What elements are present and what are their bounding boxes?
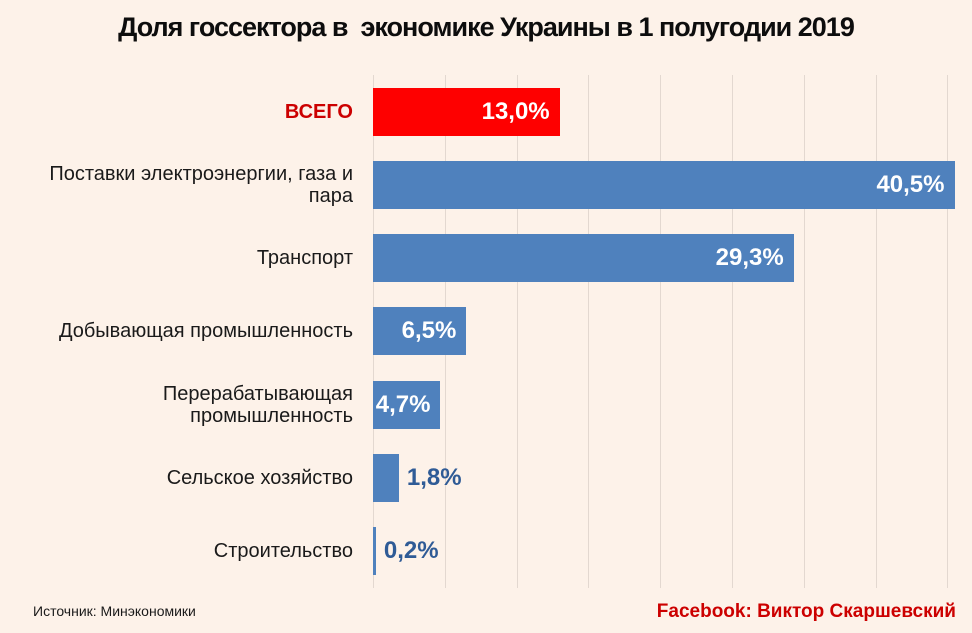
chart-row: Поставки электроэнергии, газа и пара 40,5… [0,148,972,221]
category-label: Транспорт [256,247,353,270]
category-label: ВСЕГО [284,100,353,123]
value-label: 6,5% [401,317,457,345]
chart-row: Сельское хозяйство 1,8% [0,441,972,514]
chart-row: Добывающая промышленность 6,5% [0,295,972,368]
credit-note: Facebook: Виктор Скаршевский [656,601,956,622]
bar: 40,5% [373,160,955,209]
bar [373,454,399,503]
category-label: Строительство [213,540,353,563]
chart-row: Перерабатывающая промышленность 4,7% [0,368,972,441]
chart-rows: ВСЕГО 13,0% Поставки электроэнергии, газа … [0,75,972,588]
chart-title: Доля госсектора в экономике Украины в 1 … [118,12,855,42]
chart-row: Транспорт 29,3% [0,222,972,295]
chart-row: ВСЕГО 13,0% [0,75,972,148]
value-label: 4,7% [375,390,431,418]
value-label: 0,2% [383,537,439,565]
value-label: 1,8% [406,464,462,492]
bar-track: 29,3% [373,222,966,295]
category-label: Добывающая промышленность [58,320,353,343]
category-label: Перерабатывающая промышленность [162,382,353,427]
chart-row: Строительство 0,2% [0,515,972,588]
bar: 4,7% [373,380,441,429]
bar: 29,3% [373,234,794,283]
bar-track: 0,2% [373,515,966,588]
bar-track: 40,5% [373,148,966,221]
value-label: 13,0% [481,97,550,125]
source-note: Источник: Минэкономики [33,603,196,619]
bar-track: 6,5% [373,295,966,368]
category-label: Поставки электроэнергии, газа и пара [49,162,353,207]
bar-track: 13,0% [373,75,966,148]
value-label: 29,3% [715,244,784,272]
bar-track: 1,8% [373,441,966,514]
bar: 13,0% [373,87,560,136]
bar-track: 4,7% [373,368,966,441]
value-label: 40,5% [876,170,945,198]
category-label: Сельское хозяйство [166,467,353,490]
bar: 6,5% [373,307,467,356]
bar [373,527,376,576]
